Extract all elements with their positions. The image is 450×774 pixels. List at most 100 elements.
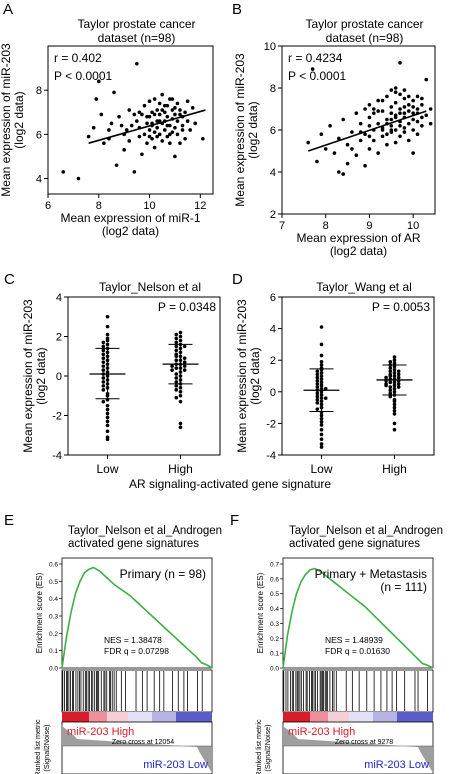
panel-b-point [350,130,354,134]
panel-c-point [101,360,106,364]
panel-d-point [315,401,320,405]
panel-b-point [380,98,385,103]
panel-c-point [105,407,110,412]
panel-b-point [372,111,376,115]
panel-d-ytick-label: -2 [266,418,276,430]
panel-d-point [315,391,320,396]
panel-d-point [319,416,324,421]
panel-d-point [396,382,401,386]
panel-a-point [127,108,132,112]
panel-a-point [140,152,144,157]
panel-a-point [112,90,116,95]
panel-b-point [398,111,402,115]
panel-a-stat: P < 0.0001 [54,69,112,83]
panel-a-point [160,92,165,97]
panel-c-point [101,348,106,353]
panel-c-point [174,395,179,400]
panel-b-point [398,107,402,111]
panel-b-stat: P < 0.0001 [288,69,346,83]
panel-c-ytick-label: -2 [52,411,62,423]
panel-b-point [363,163,367,168]
panel-a-point [180,123,185,128]
panel-a-point [147,99,152,104]
panel-b-point [402,130,407,134]
panel-e-low-label: miR-203 Low [143,759,208,771]
panel-c-point [178,386,183,390]
panel-c-point [182,364,187,368]
panel-b-point [411,111,415,115]
panel-c-xtick-label: Low [97,462,119,476]
panel-d-point [388,394,393,399]
panel-d-ytick-label: 0 [270,387,276,399]
panel-b-point [415,94,420,99]
panel-a-point [168,123,172,128]
panel-c-point [174,366,179,370]
panel-a-point [173,125,177,130]
panel-b-trend-line [307,110,427,152]
panel-e-gradient-segment [107,712,128,722]
panel-b-point [428,107,433,111]
panel-d-point [315,382,320,386]
panel-a-point [165,134,170,139]
panel-c-ytick-label: 0 [56,371,62,383]
panel-a-xtick-label: 8 [96,200,102,212]
panel-c-ylabel: Mean expression of miR-203 [21,299,35,453]
panel-a-point [175,101,180,106]
panel-a-xlabel: Mean expression of miR-1 [60,211,200,225]
panel-a-point [168,132,172,137]
panel-f-gradient-segment [373,712,397,722]
panel-a-point [145,121,149,126]
panel-a-point [185,99,190,104]
panel-b-ytick-label: 6 [270,125,276,137]
panel-d-point [319,342,324,347]
shared-xlabel-cd: AR signaling-activated gene signature [129,477,331,491]
panel-e-gradient-segment [62,712,89,722]
panel-a-point [175,119,180,123]
panel-c-point [105,429,110,434]
panel-b-point [415,119,420,124]
panel-c-point [105,403,110,408]
panel-b-point [385,94,389,99]
panel-e-title: activated gene signatures [68,538,199,550]
panel-a-xlabel: (log2 data) [102,224,159,238]
panel-f-zero-cross: Zero cross at 9278 [335,739,393,746]
panel-c-xtick-label: High [168,462,193,476]
panel-a-point [183,110,187,115]
panel-d-point [388,385,393,389]
panel-f-gradient-segment [397,712,433,722]
panel-a-point [96,79,101,84]
panel-a-ytick-label: 6 [36,129,42,141]
panel-b-xtick-label: 10 [407,220,419,232]
panel-c-ytick-label: 4 [56,292,62,304]
panel-d-point [392,405,397,410]
panel-c-point [178,421,183,426]
panel-b-point [398,134,402,139]
panel-b-point [402,126,407,130]
panel-label-b: B [232,1,242,18]
panel-c-point [182,356,187,361]
panel-b-point [406,138,411,143]
panel-a-point [168,141,172,145]
panel-c-title: Taylor_Nelson et al [99,280,201,294]
panel-c-point [105,411,110,416]
panel-d-point [319,363,324,367]
panel-a-point [91,125,96,130]
panel-a-point [137,134,142,139]
panel-e-high-label: miR-203 High [67,726,134,738]
panel-f-title: Taylor_Nelson et al_Androgen [289,525,443,537]
panel-f-gradient-segment [310,712,328,722]
panel-a-point [135,61,139,66]
panel-a-point [178,108,182,112]
panel-c-point [101,388,106,392]
panel-d-point [384,375,388,380]
panel-d-point [392,355,397,359]
panel-a-point [102,141,106,145]
panel-a-stat: r = 0.402 [54,51,102,65]
panel-c-point [170,368,174,372]
panel-e-gradient-segment [89,712,107,722]
panel-b-point [420,115,424,120]
panel-c-point [101,340,106,345]
panel-b-xlabel: (log2 data) [330,244,387,258]
panel-c-ytick-label: -4 [52,450,62,462]
